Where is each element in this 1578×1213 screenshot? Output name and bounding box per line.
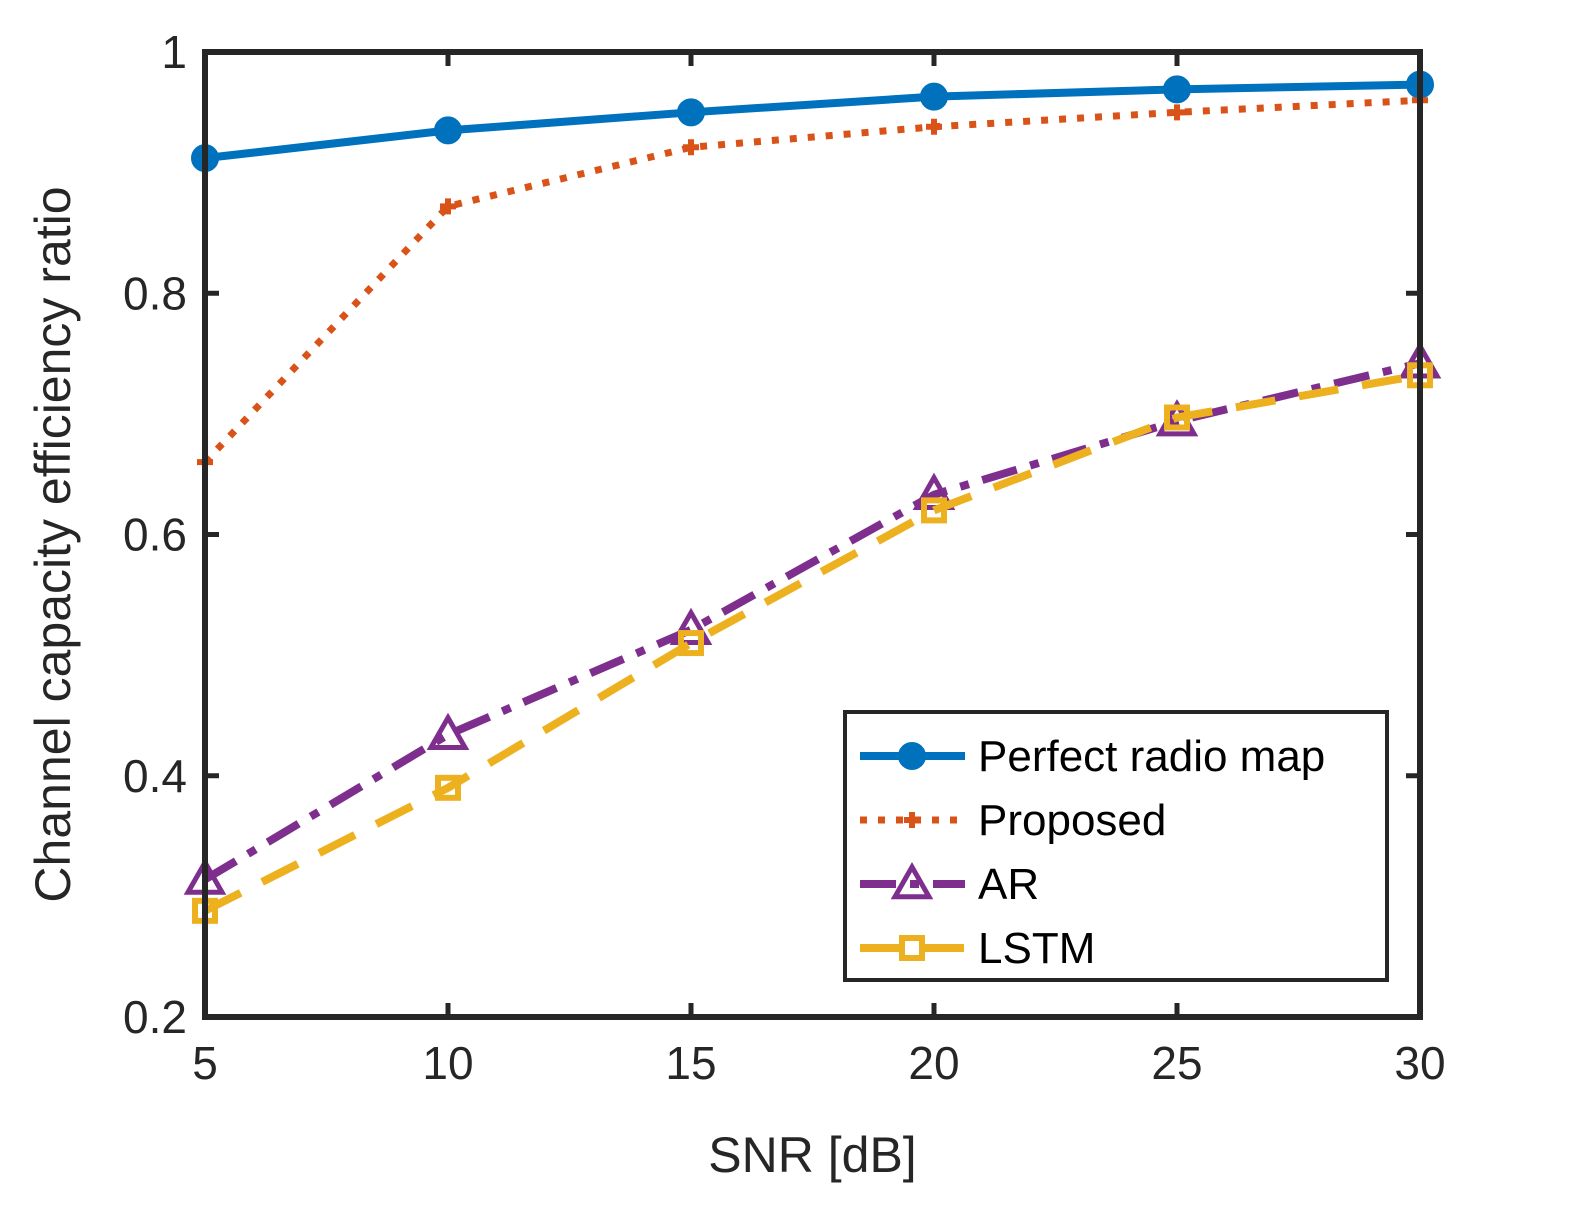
data-point-perfect-radio-map-20 [920, 82, 948, 111]
series-line-perfect-radio-map [204, 80, 1421, 163]
y-tick-label: 0.2 [123, 991, 187, 1043]
x-tick-label: 10 [422, 1037, 473, 1089]
legend-marker-lstm [899, 935, 925, 961]
y-axis-title: Channel capacity efficiency ratio [25, 186, 81, 902]
y-tick-label: 0.4 [123, 750, 187, 802]
data-point-perfect-radio-map-15 [677, 98, 705, 127]
plot-area [183, 70, 1442, 924]
data-point-perfect-radio-map-10 [434, 116, 462, 145]
data-point-lstm-25 [1164, 404, 1190, 431]
y-tick-label: 0.6 [123, 509, 187, 561]
data-point-proposed-15 [683, 139, 699, 156]
axes: 5 10 15 20 25 30 0.2 0.4 0.6 0.8 1 SNR [dB] Channel … [25, 26, 1446, 1183]
x-tick-label: 25 [1151, 1037, 1202, 1089]
x-tick-label: 30 [1394, 1037, 1445, 1089]
legend-item-ar: AR [860, 860, 1039, 909]
series-perfect-radio-map [191, 70, 1434, 173]
data-point-lstm-15 [678, 630, 704, 657]
x-tick-label: 15 [665, 1037, 716, 1089]
legend: Perfect radio map Proposed AR LSTM [843, 710, 1389, 982]
legend-marker-proposed [904, 812, 920, 828]
y-tick-label: 0.8 [123, 267, 187, 319]
data-point-proposed-20 [926, 118, 942, 135]
series-proposed [197, 92, 1428, 471]
series-line-proposed [202, 96, 1421, 465]
series-line-ar [202, 359, 1421, 883]
legend-label: Proposed [978, 796, 1166, 845]
legend-item-proposed: Proposed [860, 796, 1166, 845]
data-point-perfect-radio-map-25 [1163, 75, 1191, 104]
legend-marker-perfect-radio-map [898, 742, 926, 770]
data-point-lstm-20 [921, 497, 947, 524]
legend-item-lstm: LSTM [860, 924, 1095, 973]
data-point-ar-15 [669, 607, 713, 646]
x-tick-label: 20 [908, 1037, 959, 1089]
data-point-proposed-10 [440, 198, 456, 215]
x-axis-title: SNR [dB] [708, 1127, 916, 1183]
legend-label: LSTM [978, 924, 1095, 973]
data-point-lstm-10 [435, 774, 461, 801]
legend-label: AR [978, 860, 1039, 909]
x-tick-label: 5 [192, 1037, 218, 1089]
series-line-lstm [203, 371, 1421, 915]
data-point-proposed-25 [1169, 104, 1185, 121]
legend-label: Perfect radio map [978, 732, 1325, 781]
data-point-ar-10 [426, 712, 470, 750]
y-tick-label: 1 [161, 26, 187, 78]
legend-item-perfect-radio-map: Perfect radio map [860, 732, 1325, 781]
legend-marker-ar [890, 861, 934, 900]
